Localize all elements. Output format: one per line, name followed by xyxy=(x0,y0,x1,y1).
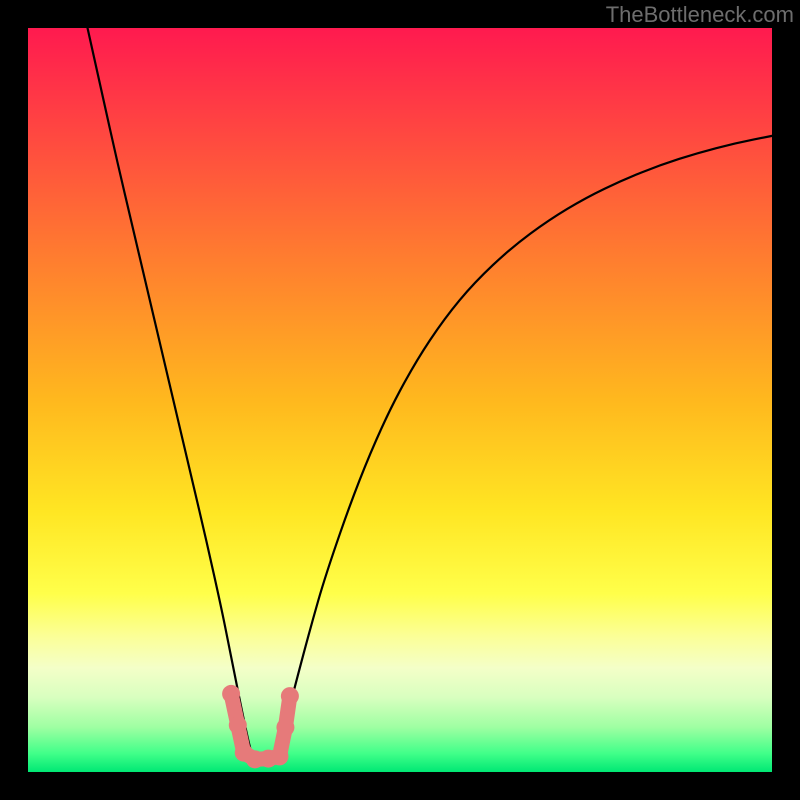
marker-dot xyxy=(222,685,240,703)
marker-dot xyxy=(229,716,247,734)
watermark-text: TheBottleneck.com xyxy=(606,2,794,28)
marker-dot xyxy=(276,718,294,736)
chart-container: TheBottleneck.com xyxy=(0,0,800,800)
bottleneck-curve-chart xyxy=(0,0,800,800)
marker-dot xyxy=(270,747,288,765)
marker-dot xyxy=(281,687,299,705)
plot-gradient-background xyxy=(28,28,772,772)
